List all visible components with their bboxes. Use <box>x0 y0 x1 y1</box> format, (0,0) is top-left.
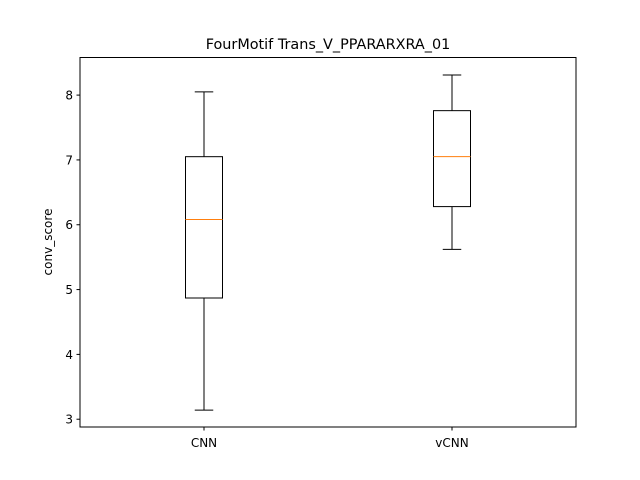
iqr-box <box>433 110 471 208</box>
y-tick-label: 5 <box>65 283 73 297</box>
plot-area: 3 4 5 6 7 8 CNN vCNN <box>65 74 471 450</box>
axes-frame <box>79 57 577 428</box>
iqr-box <box>185 156 223 299</box>
y-tick-label: 3 <box>65 413 73 427</box>
y-tick-label: 6 <box>65 218 73 232</box>
chart-title: FourMotif Trans_V_PPARARXRA_01 <box>206 37 451 53</box>
box-vcnn <box>433 74 471 250</box>
y-tick-label: 7 <box>65 153 73 167</box>
y-tick-label: 8 <box>65 89 73 103</box>
x-tick-label: CNN <box>191 436 217 450</box>
y-tick-label: 4 <box>65 348 73 362</box>
x-tick-label: vCNN <box>435 436 468 450</box>
y-axis-label: conv_score <box>41 209 55 276</box>
box-cnn <box>185 91 223 411</box>
